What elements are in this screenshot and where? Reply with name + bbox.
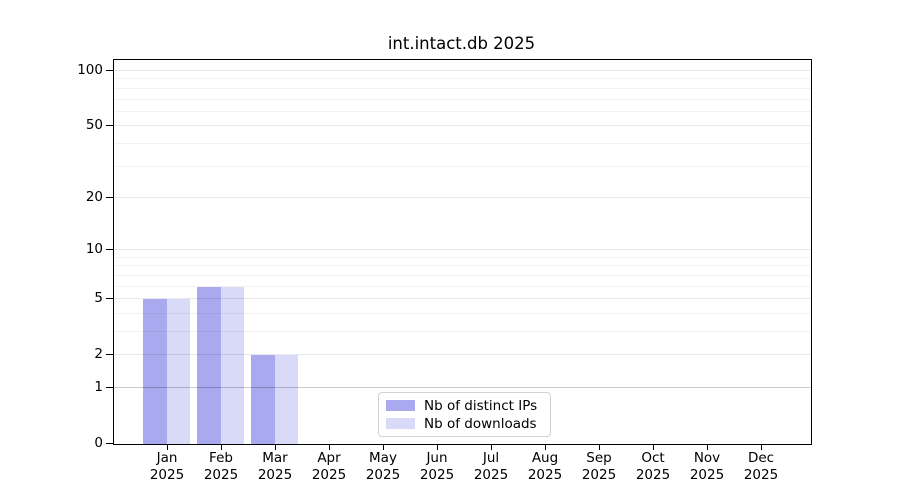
legend-item: Nb of distinct IPs: [386, 399, 542, 413]
bar-nb-of-downloads-mar: [274, 355, 298, 444]
legend-swatch: [386, 418, 415, 429]
y-tick-mark: [106, 443, 113, 444]
gridline-minor: [114, 285, 811, 287]
bar-nb-of-distinct-ips-mar: [251, 355, 275, 444]
legend-label: Nb of downloads: [424, 415, 537, 432]
legend-label: Nb of distinct IPs: [424, 397, 538, 414]
chart-title: int.intact.db 2025: [387, 34, 536, 53]
x-tick-mark: [329, 444, 330, 450]
y-tick-label: 50: [85, 117, 103, 133]
x-tick-label: Dec 2025: [743, 450, 779, 483]
gridline-major: [114, 298, 811, 300]
x-tick-label: Oct 2025: [635, 450, 671, 483]
y-tick-label: 10: [85, 241, 103, 257]
y-tick-label: 20: [85, 189, 103, 205]
plot-area: [113, 59, 812, 445]
gridline-major: [114, 249, 811, 251]
gridline-minor: [114, 142, 811, 144]
gridline-minor: [114, 256, 811, 258]
gridline-major: [114, 196, 811, 198]
x-tick-label: Nov 2025: [689, 450, 725, 483]
y-tick-label: 2: [94, 346, 103, 362]
x-tick-mark: [437, 444, 438, 450]
gridline-major: [114, 387, 811, 388]
gridline-minor: [114, 110, 811, 112]
y-tick-mark: [106, 249, 113, 250]
y-tick-mark: [106, 354, 113, 355]
y-tick-mark: [106, 125, 113, 126]
x-tick-mark: [761, 444, 762, 450]
y-tick-label: 1: [94, 379, 103, 395]
gridline-minor: [114, 331, 811, 332]
gridline-minor: [114, 87, 811, 89]
bar-nb-of-downloads-feb: [220, 286, 244, 444]
x-tick-label: Aug 2025: [527, 450, 563, 483]
x-tick-mark: [545, 444, 546, 450]
y-tick-label: 5: [94, 290, 103, 306]
y-tick-mark: [106, 70, 113, 71]
y-tick-label: 0: [94, 435, 103, 451]
x-tick-mark: [707, 444, 708, 450]
y-tick-mark: [106, 298, 113, 299]
x-tick-mark: [491, 444, 492, 450]
bar-nb-of-distinct-ips-jan: [143, 299, 167, 444]
legend: Nb of distinct IPs Nb of downloads: [378, 392, 551, 437]
gridline-minor: [114, 265, 811, 267]
x-tick-mark: [383, 444, 384, 450]
x-tick-label: Jan 2025: [149, 450, 185, 483]
x-tick-label: Sep 2025: [581, 450, 617, 483]
x-tick-label: Mar 2025: [257, 450, 293, 483]
gridline-minor: [114, 78, 811, 80]
gridline-minor: [114, 98, 811, 100]
y-tick-label: 100: [77, 62, 103, 78]
x-tick-label: May 2025: [365, 450, 401, 483]
x-tick-label: Jul 2025: [473, 450, 509, 483]
gridline-minor: [114, 274, 811, 276]
y-tick-mark: [106, 197, 113, 198]
x-tick-mark: [221, 444, 222, 450]
x-tick-mark: [599, 444, 600, 450]
bar-nb-of-distinct-ips-feb: [197, 286, 221, 444]
legend-swatch: [386, 400, 415, 411]
gridline-major: [114, 70, 811, 71]
gridline-major: [114, 354, 811, 356]
x-tick-label: Jun 2025: [419, 450, 455, 483]
x-tick-mark: [653, 444, 654, 450]
legend-item: Nb of downloads: [386, 417, 542, 431]
gridline-major: [114, 125, 811, 127]
y-tick-mark: [106, 387, 113, 388]
bar-nb-of-downloads-jan: [166, 299, 190, 444]
gridline-minor: [114, 165, 811, 167]
gridline-minor: [114, 312, 811, 314]
x-tick-label: Apr 2025: [311, 450, 347, 483]
x-tick-mark: [275, 444, 276, 450]
x-tick-mark: [167, 444, 168, 450]
x-tick-label: Feb 2025: [203, 450, 239, 483]
